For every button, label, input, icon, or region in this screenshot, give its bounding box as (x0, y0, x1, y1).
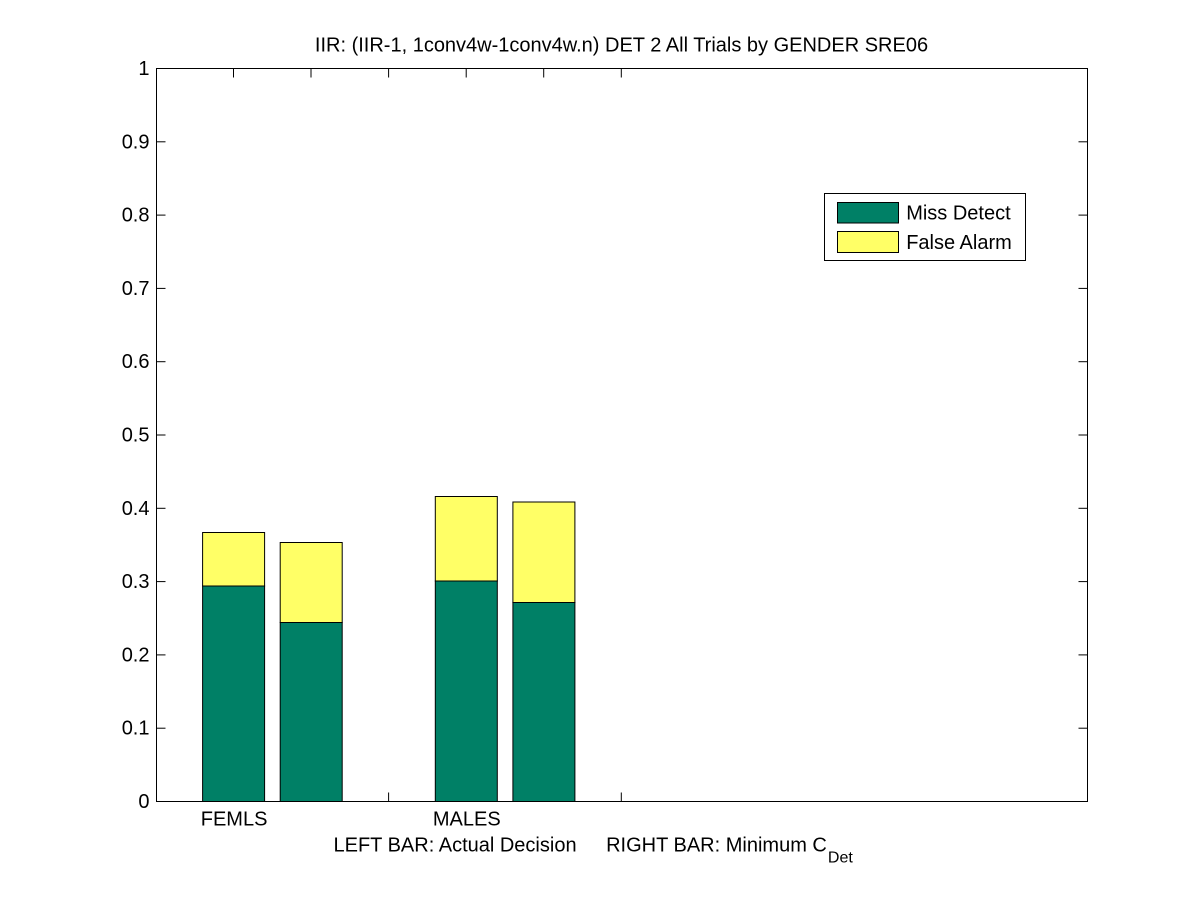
svg-text:False Alarm: False Alarm (906, 232, 1012, 254)
svg-text:0.6: 0.6 (122, 351, 150, 373)
svg-text:0.1: 0.1 (122, 718, 150, 740)
svg-text:1: 1 (138, 58, 149, 80)
svg-text:FEMLS: FEMLS (201, 809, 268, 831)
svg-text:IIR: (IIR-1, 1conv4w-1conv4w.n: IIR: (IIR-1, 1conv4w-1conv4w.n) DET 2 Al… (315, 35, 928, 57)
svg-text:0.3: 0.3 (122, 571, 150, 593)
svg-text:RIGHT BAR: Minimum C: RIGHT BAR: Minimum C (606, 835, 827, 857)
svg-text:0.7: 0.7 (122, 278, 150, 300)
svg-text:0.9: 0.9 (122, 131, 150, 153)
svg-text:Miss Detect: Miss Detect (906, 203, 1011, 225)
svg-text:0.4: 0.4 (122, 498, 150, 520)
svg-text:MALES: MALES (433, 809, 501, 831)
svg-text:Det: Det (828, 849, 853, 866)
svg-text:LEFT BAR: Actual Decision: LEFT BAR: Actual Decision (334, 835, 577, 857)
svg-text:0.8: 0.8 (122, 205, 150, 227)
svg-text:0.2: 0.2 (122, 644, 150, 666)
svg-text:0.5: 0.5 (122, 425, 150, 447)
svg-text:0: 0 (138, 791, 149, 813)
